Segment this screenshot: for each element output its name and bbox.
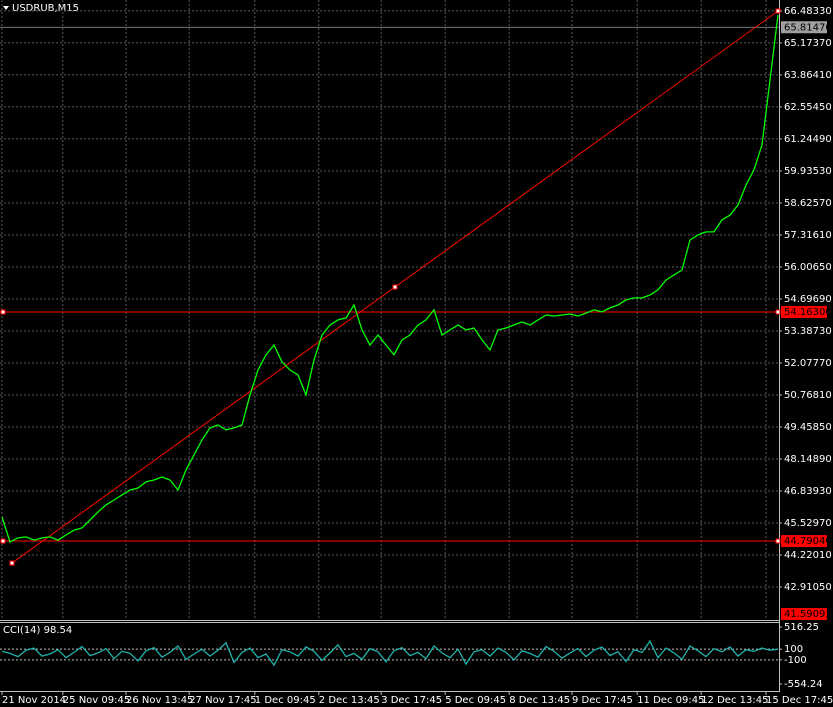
x-tick-label: 25 Nov 09:45 — [63, 695, 130, 706]
x-tick-label: 8 Dec 13:45 — [509, 695, 570, 706]
y-tick-label: 61.24490 — [784, 134, 832, 145]
price-line — [1, 14, 779, 543]
x-tick-label: 2 Dec 13:45 — [319, 695, 380, 706]
y-tick-label: 48.14890 — [784, 454, 832, 465]
x-tick-label: 5 Dec 09:45 — [445, 695, 506, 706]
y-tick-label: 63.86410 — [784, 70, 832, 81]
hline-label-box — [781, 535, 827, 548]
x-tick-label: 12 Dec 13:45 — [701, 695, 768, 706]
y-tick-label: 54.69690 — [784, 294, 832, 305]
hline-label-box — [781, 306, 827, 319]
x-tick-label: 21 Nov 2014 — [2, 695, 66, 706]
line-handle — [9, 560, 15, 566]
x-tick-label: 1 Dec 09:45 — [255, 695, 316, 706]
y-tick-label: 516.25 — [784, 622, 819, 633]
x-tick-label: 26 Nov 13:45 — [126, 695, 193, 706]
y-tick-label: -100 — [784, 655, 807, 666]
y-tick-label: 62.55450 — [784, 102, 832, 113]
y-tick-label: 53.38730 — [784, 326, 832, 337]
x-tick-label: 27 Nov 17:45 — [189, 695, 256, 706]
hline-label: 44.79040 — [784, 536, 832, 547]
price-label: 41.59093 — [784, 609, 832, 620]
hline-label: 54.16300 — [784, 307, 832, 318]
price-label-box — [781, 608, 827, 620]
y-tick-label: 65.17370 — [784, 38, 832, 49]
y-tick-label: 58.62570 — [784, 198, 832, 209]
y-tick-label: 42.91050 — [784, 582, 832, 593]
bid-label: 65.81470 — [784, 22, 832, 33]
x-tick-label: 3 Dec 17:45 — [381, 695, 442, 706]
bid-label-box — [781, 21, 827, 34]
y-tick-label: 59.93530 — [784, 166, 832, 177]
line-handle — [392, 284, 398, 290]
y-tick-label: 100 — [784, 644, 803, 655]
y-tick-label: 50.76810 — [784, 390, 832, 401]
y-tick-label: 45.52970 — [784, 518, 832, 529]
y-tick-label: 66.48330 — [784, 6, 832, 17]
line-handle — [775, 538, 781, 544]
line-handle — [0, 309, 6, 315]
y-tick-label: 44.22010 — [784, 550, 832, 561]
line-handle — [775, 8, 781, 14]
chart-title: USDRUB,M15 — [12, 3, 79, 14]
y-tick-label: -554.24 — [784, 679, 823, 690]
y-tick-label: 49.45850 — [784, 422, 832, 433]
y-tick-label: 56.00650 — [784, 262, 832, 273]
x-tick-label: 15 Dec 17:45 — [766, 695, 833, 706]
line-handle — [775, 309, 781, 315]
menu-arrow — [3, 6, 9, 10]
y-tick-label: 46.83930 — [784, 486, 832, 497]
y-tick-label: 57.31610 — [784, 230, 832, 241]
y-tick-label: 52.07770 — [784, 358, 832, 369]
price-line — [1, 639, 779, 667]
x-tick-label: 9 Dec 17:45 — [572, 695, 633, 706]
indicator-title: CCI(14) 98.54 — [3, 625, 72, 636]
x-tick-label: 11 Dec 09:45 — [637, 695, 704, 706]
line-handle — [0, 538, 6, 544]
